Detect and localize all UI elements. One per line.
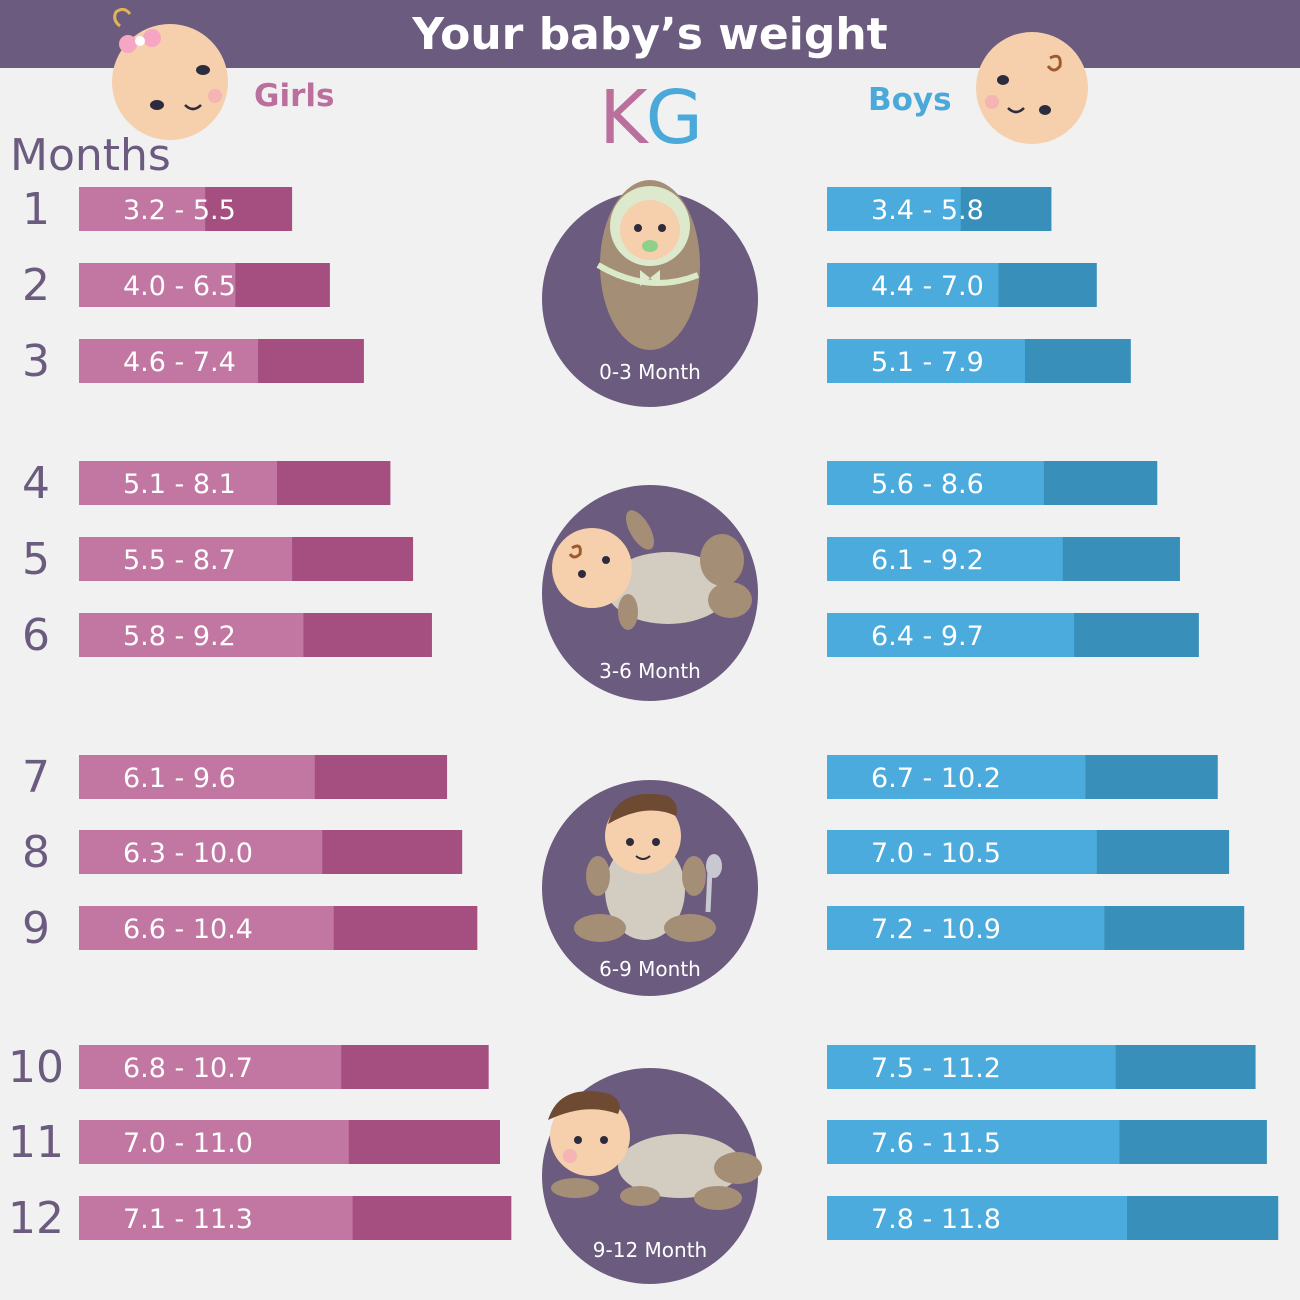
boy-face-icon: [976, 32, 1088, 144]
months-axis-label: Months: [10, 130, 171, 181]
month-label: 6: [22, 610, 50, 661]
boys-bar-low: [827, 755, 1086, 799]
month-label: 9: [22, 903, 50, 954]
boys-bar-label: 6.1 - 9.2: [871, 545, 984, 576]
girls-bar-low: [79, 755, 315, 799]
girls-bar-low: [79, 830, 323, 874]
swaddled-baby-icon: [596, 180, 700, 350]
girls-bar-low: [79, 461, 277, 505]
stage-9-12: 9-12 Month: [542, 1068, 762, 1284]
month-label: 7: [22, 752, 50, 803]
girls-bar-low: [79, 339, 259, 383]
girls-label: Girls: [254, 78, 335, 114]
boys-bar-label: 5.1 - 7.9: [871, 347, 984, 378]
boys-bar-low: [827, 1045, 1116, 1089]
month-label: 8: [22, 827, 50, 878]
boys-bar-label: 7.0 - 10.5: [871, 838, 1001, 869]
sitting-baby-icon: [574, 793, 722, 942]
boys-bar-label: 7.6 - 11.5: [871, 1128, 1001, 1159]
girls-bar-low: [79, 263, 236, 307]
month-label: 4: [22, 458, 50, 509]
stage-0-3: 0-3 Month: [542, 180, 758, 407]
boys-bar-label: 4.4 - 7.0: [871, 271, 984, 302]
girls-bar-low: [79, 613, 304, 657]
girls-bar-label: 6.3 - 10.0: [123, 838, 253, 869]
boys-bar-label: 7.2 - 10.9: [871, 914, 1001, 945]
boys-bar-label: 6.4 - 9.7: [871, 621, 984, 652]
stage-3-6: 3-6 Month: [542, 485, 758, 701]
boys-bar-low: [827, 906, 1105, 950]
month-label: 5: [22, 534, 50, 585]
boys-bar-low: [827, 830, 1097, 874]
girls-bar-label: 6.6 - 10.4: [123, 914, 253, 945]
boys-label: Boys: [868, 82, 952, 118]
boys-bar-low: [827, 1196, 1128, 1240]
boys-bar-low: [827, 263, 999, 307]
girls-bar-label: 6.1 - 9.6: [123, 763, 236, 794]
girls-bar-low: [79, 906, 334, 950]
boys-bar-label: 3.4 - 5.8: [871, 195, 984, 226]
boys-bar-low: [827, 339, 1025, 383]
girls-bar-label: 4.0 - 6.5: [123, 271, 236, 302]
girls-bar-low: [79, 187, 206, 231]
unit-label: KG: [560, 78, 740, 158]
stage-label-0-3: 0-3 Month: [599, 360, 701, 384]
girls-bar-low: [79, 1120, 349, 1164]
stage-label-9-12: 9-12 Month: [593, 1238, 707, 1262]
month-label: 11: [8, 1117, 64, 1168]
boys-bar-low: [827, 187, 961, 231]
girls-bar-low: [79, 537, 293, 581]
page-title: Your baby’s weight: [412, 9, 888, 60]
boys-bar-label: 5.6 - 8.6: [871, 469, 984, 500]
girls-bar-label: 5.8 - 9.2: [123, 621, 236, 652]
month-label: 12: [8, 1193, 64, 1244]
month-label: 10: [8, 1042, 64, 1093]
boys-bar-low: [827, 537, 1063, 581]
girls-bar-label: 7.0 - 11.0: [123, 1128, 253, 1159]
month-label: 1: [22, 184, 50, 235]
girls-bar-label: 5.5 - 8.7: [123, 545, 236, 576]
girl-face-icon: [112, 7, 228, 140]
unit-k: K: [599, 75, 648, 161]
girls-bar-label: 3.2 - 5.5: [123, 195, 236, 226]
girls-bar-low: [79, 1045, 342, 1089]
stage-label-6-9: 6-9 Month: [599, 957, 701, 981]
girls-bar-label: 4.6 - 7.4: [123, 347, 236, 378]
boys-bar-low: [827, 1120, 1120, 1164]
boys-bar-low: [827, 613, 1075, 657]
stage-6-9: 6-9 Month: [542, 780, 758, 996]
stage-label-3-6: 3-6 Month: [599, 659, 701, 683]
girls-bar-low: [79, 1196, 353, 1240]
girls-bar-label: 7.1 - 11.3: [123, 1204, 253, 1235]
boys-bar-low: [827, 461, 1044, 505]
lying-baby-icon: [552, 510, 752, 630]
boys-bar-label: 7.8 - 11.8: [871, 1204, 1001, 1235]
boys-bar-label: 6.7 - 10.2: [871, 763, 1001, 794]
month-label: 2: [22, 260, 50, 311]
unit-g: G: [645, 75, 703, 161]
boys-bar-label: 7.5 - 11.2: [871, 1053, 1001, 1084]
month-label: 3: [22, 336, 50, 387]
girls-bar-label: 5.1 - 8.1: [123, 469, 236, 500]
girls-bar-label: 6.8 - 10.7: [123, 1053, 253, 1084]
crawling-baby-icon: [548, 1091, 762, 1210]
